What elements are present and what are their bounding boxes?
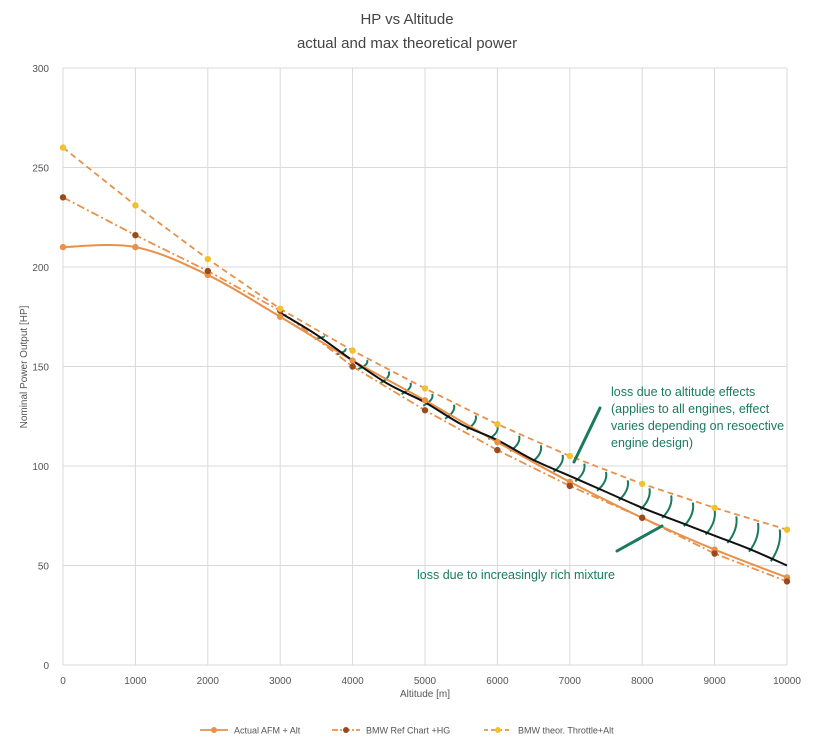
x-tick-label-0: 0 [60, 676, 66, 687]
x-tick-label-9000: 9000 [703, 676, 726, 687]
hatch-stroke-6 [444, 404, 456, 420]
hatch-stroke-21 [769, 529, 782, 562]
x-tick-label-6000: 6000 [486, 676, 509, 687]
annotation-altitude-pointer [572, 406, 602, 464]
point-bmw-ref-7000 [566, 482, 573, 490]
y-tick-label-150: 150 [32, 363, 49, 374]
legend-label-actual: Actual AFM + Alt [234, 726, 301, 736]
point-bmw-theor-3000 [277, 305, 284, 312]
point-actual-5000 [421, 397, 429, 404]
point-bmw-ref-2000 [204, 267, 211, 275]
legend-marker-actual [211, 727, 217, 733]
legend-label-bmw-theor: BMW theor. Throttle+Alt [518, 726, 614, 736]
point-bmw-theor-5000 [421, 385, 429, 392]
x-tick-label-1000: 1000 [124, 676, 147, 687]
y-tick-label-100: 100 [32, 462, 49, 473]
chart-title: HP vs Altitude [360, 11, 453, 28]
point-bmw-theor-7000 [566, 452, 573, 460]
series-layer [59, 144, 791, 585]
annotation-altitude-line-1: (applies to all engines, effect [611, 402, 770, 416]
y-tick-label-300: 300 [32, 64, 49, 75]
hatch-stroke-18 [704, 509, 716, 536]
loss-hatching [314, 335, 782, 562]
y-axis-label: Nominal Power Output [HP] [19, 305, 30, 428]
point-bmw-theor-6000 [494, 421, 501, 428]
series-line-black-curve [279, 311, 788, 567]
legend-label-bmw-ref: BMW Ref Chart +HG [366, 726, 450, 736]
point-bmw-theor-8000 [639, 480, 646, 488]
x-tick-label-4000: 4000 [341, 676, 364, 687]
point-actual-4000 [349, 357, 356, 364]
x-tick-label-2000: 2000 [197, 676, 220, 687]
hatch-stroke-1 [336, 347, 347, 356]
point-actual-3000 [277, 313, 284, 320]
legend-marker-bmw-ref [343, 727, 349, 733]
point-bmw-theor-1000 [132, 202, 139, 209]
legend-marker-bmw-theor [495, 727, 501, 733]
hatch-stroke-5 [422, 393, 434, 407]
point-bmw-ref-4000 [349, 363, 356, 370]
x-tick-label-7000: 7000 [559, 676, 582, 687]
point-actual-6000 [494, 438, 501, 446]
y-tick-label-50: 50 [38, 562, 50, 573]
point-bmw-ref-8000 [639, 514, 646, 521]
x-tick-label-3000: 3000 [269, 676, 292, 687]
point-actual-1000 [132, 243, 139, 251]
hatch-stroke-4 [401, 382, 412, 396]
annotation-altitude-line-2: varies depending on resoective [611, 419, 784, 433]
hatch-stroke-17 [683, 502, 695, 527]
point-bmw-ref-5000 [421, 407, 429, 414]
point-bmw-ref-6000 [494, 446, 501, 454]
y-tick-label-200: 200 [32, 263, 49, 274]
y-tick-label-0: 0 [43, 661, 49, 672]
point-bmw-ref-0 [59, 194, 67, 201]
grid [62, 67, 788, 666]
annotation-altitude-line-3: engine design) [611, 436, 693, 450]
legend: Actual AFM + Alt BMW Ref Chart +HG BMW the… [200, 726, 614, 736]
x-tick-label-8000: 8000 [631, 676, 654, 687]
point-actual-0 [59, 243, 67, 251]
x-tick-label-5000: 5000 [414, 676, 437, 687]
point-bmw-ref-1000 [132, 231, 139, 239]
point-bmw-theor-4000 [349, 347, 356, 354]
point-bmw-theor-9000 [711, 504, 718, 511]
point-bmw-ref-9000 [711, 550, 718, 557]
annotation-mixture-line-0: loss due to increasingly rich mixture [417, 568, 615, 582]
point-bmw-ref-10000 [783, 578, 791, 585]
chart-subtitle: actual and max theoretical power [297, 35, 517, 52]
point-bmw-theor-2000 [204, 255, 211, 263]
hatch-stroke-16 [661, 495, 673, 519]
y-tick-label-250: 250 [32, 164, 49, 175]
point-bmw-theor-0 [59, 144, 67, 151]
hatch-stroke-19 [726, 516, 738, 544]
hatch-stroke-2 [357, 359, 369, 371]
x-axis-label: Altitude [m] [400, 689, 450, 700]
annotation-altitude-line-0: loss due to altitude effects [611, 385, 755, 399]
point-bmw-theor-10000 [783, 526, 791, 533]
x-tick-label-10000: 10000 [773, 676, 801, 687]
hatch-stroke-3 [379, 371, 391, 385]
hatch-stroke-20 [748, 522, 760, 553]
annotations: loss due to altitude effects (applies to … [417, 385, 784, 582]
annotation-mixture-pointer [615, 524, 664, 553]
